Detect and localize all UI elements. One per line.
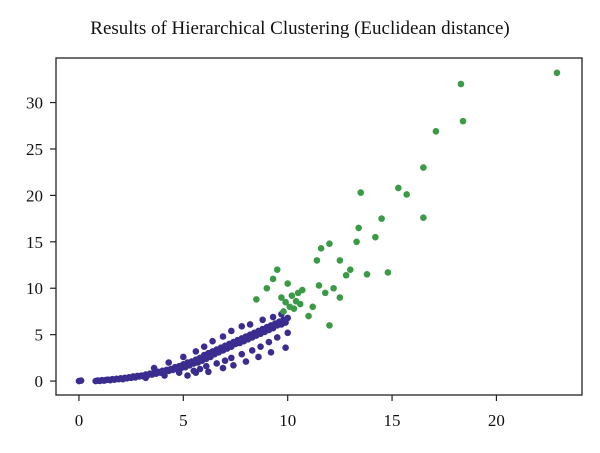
scatter-point xyxy=(420,164,427,171)
scatter-point xyxy=(372,233,379,241)
scatter-point xyxy=(326,322,333,329)
scatter-point xyxy=(299,286,306,294)
scatter-point xyxy=(336,257,344,264)
scatter-point xyxy=(330,284,337,292)
scatter-point xyxy=(288,292,296,299)
scatter-point xyxy=(219,333,227,340)
y-tick-label: 20 xyxy=(26,186,43,205)
scatter-point xyxy=(326,240,333,247)
scatter-point xyxy=(263,284,271,292)
scatter-point xyxy=(180,353,187,361)
scatter-point xyxy=(347,266,354,273)
scatter-point xyxy=(259,316,266,324)
scatter-point xyxy=(317,245,325,252)
scatter-point xyxy=(238,323,246,330)
scatter-point xyxy=(353,238,360,246)
scatter-point xyxy=(257,343,264,351)
scatter-point xyxy=(284,314,291,322)
scatter-point xyxy=(457,80,465,88)
scatter-point xyxy=(165,359,173,366)
scatter-point xyxy=(255,353,262,361)
x-axis: 0 5 10 15 20 xyxy=(75,395,505,430)
scatter-point xyxy=(403,191,410,198)
scatter-point xyxy=(228,327,235,335)
y-tick-label: 30 xyxy=(26,94,43,113)
scatter-point xyxy=(265,338,273,346)
scatter-point xyxy=(273,266,281,273)
scatter-point xyxy=(284,329,291,337)
y-tick-label: 15 xyxy=(26,233,43,252)
scatter-point xyxy=(336,294,344,301)
scatter-point xyxy=(150,364,158,372)
scatter-point xyxy=(273,334,281,341)
scatter-point xyxy=(342,271,350,279)
scatter-point xyxy=(205,368,212,376)
scatter-point xyxy=(321,289,329,297)
points-layer xyxy=(75,69,561,385)
scatter-point xyxy=(296,300,304,308)
scatter-point xyxy=(77,377,85,384)
scatter-point xyxy=(282,344,289,351)
x-tick-label: 10 xyxy=(279,411,296,430)
chart-title: Results of Hierarchical Clustering (Eucl… xyxy=(90,18,510,39)
scatter-point xyxy=(395,184,402,192)
scatter-point xyxy=(278,294,285,301)
scatter-point xyxy=(355,224,362,232)
scatter-point xyxy=(242,358,250,365)
scatter-point xyxy=(459,117,467,125)
x-tick-label: 15 xyxy=(384,411,401,430)
scatter-point xyxy=(248,347,256,354)
plot-frame xyxy=(55,57,583,396)
scatter-point xyxy=(175,369,183,377)
y-tick-label: 25 xyxy=(26,140,43,159)
scatter-point xyxy=(269,313,277,321)
scatter-point xyxy=(420,214,427,221)
y-tick-label: 10 xyxy=(26,279,43,298)
scatter-point xyxy=(238,350,246,358)
scatter-point xyxy=(363,271,371,278)
scatter-point xyxy=(432,128,440,135)
scatter-point xyxy=(184,372,191,379)
scatter-point xyxy=(290,305,298,312)
scatter-point xyxy=(315,282,323,289)
scatter-point xyxy=(378,215,385,222)
scatter-point xyxy=(309,303,317,311)
scatter-point xyxy=(219,364,227,372)
scatter-point xyxy=(553,69,561,77)
scatter-point xyxy=(357,189,365,196)
scatter-point xyxy=(209,337,216,345)
x-tick-label: 0 xyxy=(75,411,84,430)
scatter-point xyxy=(142,374,150,382)
scatter-point xyxy=(221,357,229,364)
scatter-point xyxy=(280,308,287,315)
scatter-point xyxy=(192,348,200,355)
scatter-point xyxy=(246,321,254,328)
scatter-point xyxy=(305,312,312,320)
scatter-point xyxy=(202,362,210,370)
y-tick-label: 0 xyxy=(35,372,44,391)
scatter-point xyxy=(230,361,237,369)
scatter-point xyxy=(161,372,168,379)
scatter-point xyxy=(200,343,208,351)
scatter-point xyxy=(313,257,321,264)
scatter-point xyxy=(213,360,221,367)
scatter-point xyxy=(284,280,291,287)
scatter-point xyxy=(253,296,260,303)
x-tick-label: 5 xyxy=(179,411,188,430)
scatter-point xyxy=(269,275,277,283)
y-tick-label: 5 xyxy=(35,326,44,345)
scatter-point xyxy=(384,269,392,276)
scatter-point xyxy=(267,348,275,356)
scatter-point xyxy=(282,298,289,306)
x-tick-label: 20 xyxy=(488,411,505,430)
scatter-point xyxy=(228,354,235,362)
y-axis: 0 5 10 15 20 25 30 xyxy=(26,94,56,391)
scatter-point xyxy=(192,369,200,377)
